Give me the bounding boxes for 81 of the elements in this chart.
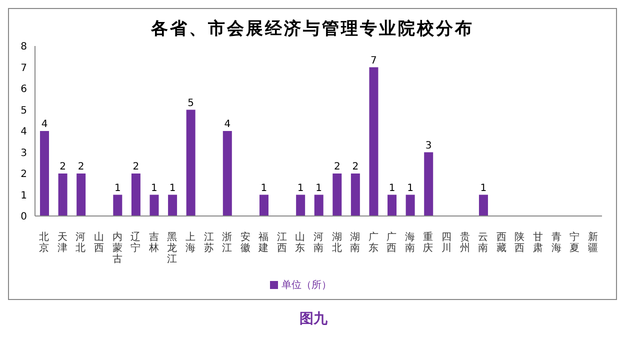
x-tick-label: 陕西 xyxy=(514,231,525,254)
x-tick-label: 内蒙古 xyxy=(112,231,122,265)
x-tick-label: 青海 xyxy=(551,231,562,254)
data-label: 1 xyxy=(297,182,304,194)
x-tick-label: 广西 xyxy=(386,231,397,254)
x-tick-label: 甘肃 xyxy=(532,231,543,254)
x-tick-label: 山东 xyxy=(295,231,306,254)
x-tick-label: 重庆 xyxy=(423,231,434,254)
data-label: 4 xyxy=(41,119,48,130)
bar xyxy=(388,194,397,216)
x-tick-label: 浙江 xyxy=(222,231,232,254)
bar xyxy=(168,194,178,216)
x-tick-label: 山西 xyxy=(94,231,104,254)
x-tick-label: 天津 xyxy=(57,232,68,254)
text: 图九 xyxy=(298,310,328,328)
data-label: 4 xyxy=(224,119,231,130)
bar xyxy=(113,194,122,216)
bar xyxy=(314,194,324,216)
bar xyxy=(478,194,488,216)
x-tick-label: 海南 xyxy=(404,231,415,254)
bar xyxy=(40,131,49,216)
x-tick-label: 北京 xyxy=(39,231,50,254)
bar xyxy=(259,194,268,216)
x-tick-label: 贵州 xyxy=(460,231,470,254)
x-tick-label: 福建 xyxy=(258,231,269,254)
x-tick-label: 安徽 xyxy=(240,231,250,254)
data-label: 1 xyxy=(169,182,176,194)
data-label: 2 xyxy=(60,162,66,172)
y-tick-label: 5 xyxy=(20,105,27,116)
bar xyxy=(424,152,434,216)
bar xyxy=(186,110,196,216)
x-tick-label: 新疆 xyxy=(588,231,598,254)
bar xyxy=(369,67,378,216)
data-label: 2 xyxy=(78,162,84,172)
x-tick-label: 西藏 xyxy=(496,232,506,254)
data-label: 1 xyxy=(388,182,396,194)
data-label: 1 xyxy=(114,182,121,194)
data-label: 1 xyxy=(480,182,487,194)
x-tick-label: 辽宁 xyxy=(130,231,141,254)
legend-label: 单位（所） xyxy=(282,280,332,291)
bar xyxy=(332,174,342,216)
bar xyxy=(350,174,360,216)
data-label: 5 xyxy=(188,98,194,109)
y-tick-label: 0 xyxy=(20,212,27,223)
y-tick-label: 7 xyxy=(20,62,27,74)
data-label: 2 xyxy=(334,162,340,172)
chart-title: 各省、市会展经济与管理专业院校分布 xyxy=(150,18,475,40)
y-tick-label: 2 xyxy=(20,169,27,180)
data-label: 1 xyxy=(407,182,414,194)
data-label: 7 xyxy=(370,55,377,66)
data-label: 1 xyxy=(260,182,268,194)
data-label: 2 xyxy=(352,162,359,172)
x-tick-label: 河南 xyxy=(314,231,324,254)
data-label: 3 xyxy=(425,140,432,152)
x-tick-label: 江苏 xyxy=(204,231,214,254)
y-tick-label: 3 xyxy=(20,148,27,159)
bar xyxy=(58,174,68,216)
x-tick-label: 湖南 xyxy=(350,231,360,254)
x-tick-label: 吉林 xyxy=(148,231,159,254)
bar xyxy=(222,131,232,216)
bar xyxy=(76,174,86,216)
x-tick-label: 湖北 xyxy=(332,231,342,254)
x-tick-label: 四川 xyxy=(442,232,452,254)
x-tick-label: 黑龙江 xyxy=(167,232,178,265)
bar xyxy=(131,174,140,216)
y-tick-label: 6 xyxy=(20,84,27,96)
x-tick-label: 上海 xyxy=(185,231,196,254)
y-tick-label: 1 xyxy=(20,190,27,202)
data-label: 1 xyxy=(151,182,158,194)
x-tick-label: 云南 xyxy=(478,232,488,254)
x-tick-label: 宁夏 xyxy=(570,231,580,254)
bar xyxy=(406,194,415,216)
bar xyxy=(296,194,306,216)
data-label: 2 xyxy=(132,162,140,172)
data-label: 1 xyxy=(316,182,322,194)
y-tick-label: 8 xyxy=(20,42,27,53)
x-tick-label: 江西 xyxy=(276,231,287,254)
y-tick-label: 4 xyxy=(20,126,27,138)
bar xyxy=(150,194,159,216)
x-tick-label: 河北 xyxy=(76,231,86,254)
x-tick-label: 广东 xyxy=(368,231,378,254)
